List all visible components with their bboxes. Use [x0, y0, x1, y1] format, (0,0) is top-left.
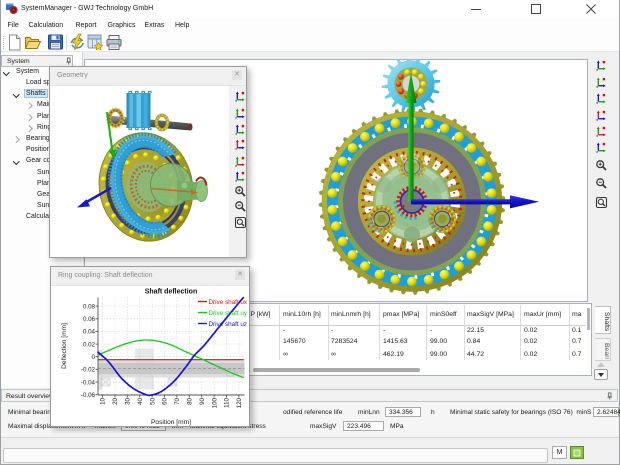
svg-text:70: 70	[174, 397, 181, 404]
svg-text:-0.06: -0.06	[81, 392, 96, 399]
svg-text:Shaft deflection: Shaft deflection	[145, 289, 198, 296]
svg-text:10: 10	[100, 397, 107, 404]
svg-text:0.06: 0.06	[83, 316, 96, 323]
svg-text:0: 0	[92, 354, 96, 361]
svg-text:110: 110	[224, 397, 231, 407]
svg-text:120: 120	[236, 397, 243, 408]
svg-text:Drive shaft ux: Drive shaft ux	[209, 299, 248, 306]
svg-text:50: 50	[149, 397, 156, 404]
svg-text:80: 80	[187, 397, 194, 404]
svg-text:100: 100	[211, 397, 218, 408]
svg-text:Drive shaft uz: Drive shaft uz	[209, 321, 248, 328]
svg-text:Position [mm]: Position [mm]	[151, 419, 191, 426]
svg-text:40: 40	[137, 397, 144, 404]
svg-text:90: 90	[199, 397, 206, 404]
svg-text:60: 60	[162, 397, 169, 404]
svg-text:Drive shaft uy: Drive shaft uy	[209, 310, 248, 317]
svg-text:0.02: 0.02	[83, 341, 96, 348]
svg-text:20: 20	[112, 397, 119, 404]
svg-text:30: 30	[125, 397, 132, 404]
svg-text:-0.04: -0.04	[81, 379, 96, 386]
svg-text:-0.02: -0.02	[81, 367, 96, 374]
svg-text:Deflection [mm]: Deflection [mm]	[61, 323, 68, 369]
svg-text:0.08: 0.08	[83, 303, 96, 310]
svg-text:0.04: 0.04	[83, 329, 96, 336]
